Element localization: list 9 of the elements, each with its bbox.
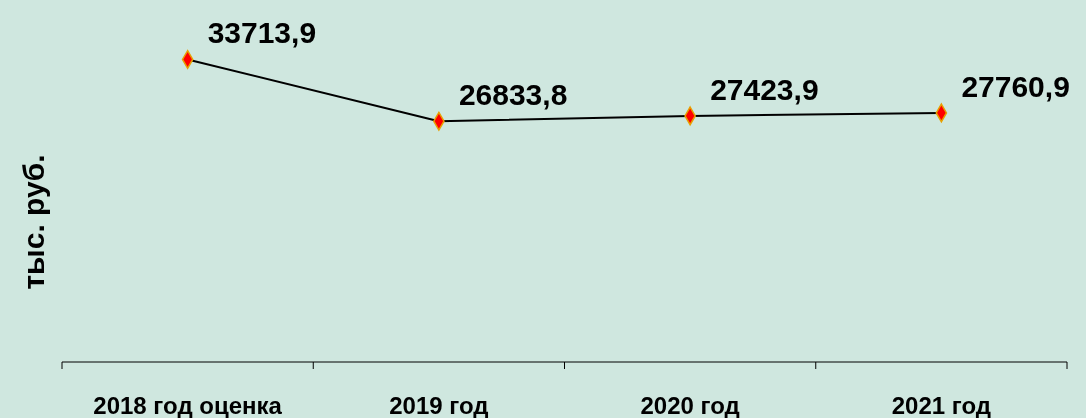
x-tick-label: 2020 год [640, 392, 740, 418]
data-label: 26833,8 [458, 78, 568, 112]
data-label: 27760,9 [961, 69, 1070, 103]
data-label: 33713,9 [207, 16, 317, 50]
data-label: 27423,9 [710, 72, 819, 106]
x-tick-label: 2021 год [891, 392, 992, 418]
y-axis-title: тыс. руб. [17, 154, 50, 290]
x-tick-label: 2018 год оценка [93, 392, 283, 418]
x-tick-label: 2019 год [389, 392, 489, 418]
